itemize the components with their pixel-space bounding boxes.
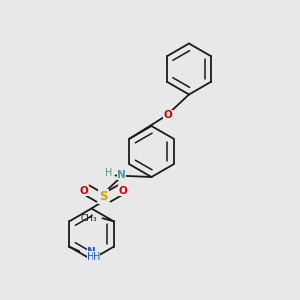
Text: H: H — [87, 252, 95, 262]
Text: O: O — [80, 185, 88, 196]
Text: N: N — [87, 247, 96, 257]
Text: N: N — [117, 169, 126, 180]
Text: S: S — [99, 190, 108, 203]
Text: O: O — [164, 110, 172, 121]
Text: O: O — [118, 185, 127, 196]
Text: H: H — [93, 252, 100, 262]
Text: H: H — [104, 168, 112, 178]
Text: CH₃: CH₃ — [80, 214, 97, 223]
